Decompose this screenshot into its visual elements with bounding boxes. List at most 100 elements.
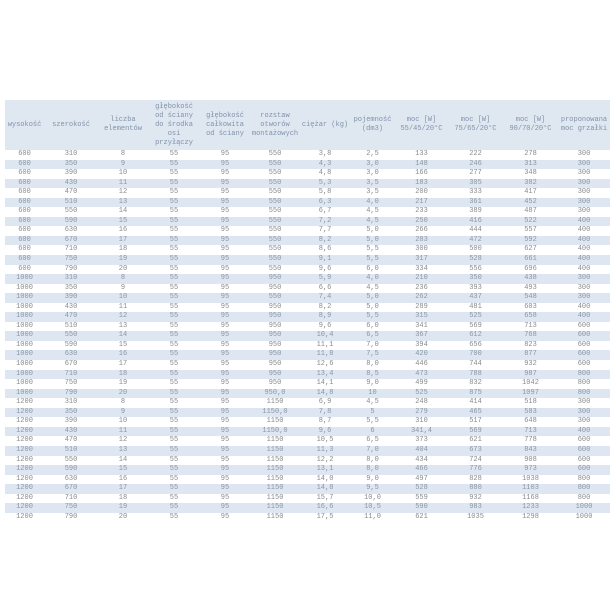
header-element-count: liczba elementów	[98, 100, 148, 150]
table-cell: 55	[169, 360, 179, 369]
table-cell: 600	[5, 216, 44, 227]
table-row: 600 550 14 55 95 550 6,7 4,5 233 389 487 300	[5, 207, 610, 217]
table-cell: 1150	[266, 474, 284, 483]
table-cell: 987	[503, 369, 558, 380]
table-cell: 17	[98, 235, 148, 246]
table-cell: 4,5	[350, 216, 395, 227]
table-cell: 382	[503, 178, 558, 189]
table-cell: 1000	[5, 369, 44, 380]
table-cell: 55	[148, 216, 200, 227]
table-cell: 1000	[5, 388, 44, 399]
table-row: 1000 430 11 55 95 950 8,2 5,0 289 481 603 400	[5, 303, 610, 313]
table-cell: 55	[148, 312, 200, 322]
table-cell: 600	[577, 455, 591, 464]
table-cell: 390	[44, 293, 98, 303]
table-cell: 95	[200, 407, 250, 418]
table-cell: 522	[503, 216, 558, 227]
table-row: 1200 310 8 55 95 1150 6,9 4,5 248 414 518 300	[5, 398, 610, 408]
table-cell: 55	[169, 283, 179, 292]
table-cell: 95	[220, 436, 230, 445]
table-row: 1200 590 15 55 95 1150 13,1 8,0 466 776 973 600	[5, 465, 610, 475]
table-cell: 658	[503, 312, 558, 322]
table-cell: 1150	[266, 436, 284, 445]
table-cell: 300	[558, 178, 610, 189]
table-body: 600 310 8 55 95 550 3,8 2,5 133 222 278 300 600 350 9 5…	[5, 150, 610, 522]
table-cell: 12	[118, 436, 128, 445]
table-cell: 8,7	[318, 417, 332, 426]
table-cell: 1200	[5, 484, 44, 494]
table-cell: 776	[448, 465, 503, 475]
table-cell: 305	[448, 178, 503, 189]
table-cell: 350	[64, 283, 78, 292]
table-cell: 470	[44, 312, 98, 322]
table-cell: 832	[469, 379, 482, 388]
table-cell: 5	[350, 407, 395, 418]
table-cell: 510	[64, 321, 78, 330]
table-cell: 95	[220, 264, 230, 273]
table-cell: 12,6	[316, 360, 334, 369]
table-cell: 9,6	[300, 426, 350, 437]
table-cell: 525	[395, 388, 448, 399]
table-cell: 55	[169, 226, 179, 235]
table-cell: 600	[577, 340, 591, 349]
table-cell: 6	[350, 426, 395, 437]
table-cell: 670	[44, 484, 98, 494]
radiator-spec-table: wysokość szerokość liczba elementów głęb…	[5, 100, 610, 522]
table-cell: 317	[395, 255, 448, 265]
table-cell: 148	[395, 159, 448, 170]
table-cell: 612	[448, 331, 503, 341]
table-cell: 300	[577, 283, 591, 292]
table-cell: 1298	[522, 512, 539, 521]
table-cell: 473	[395, 369, 448, 380]
table-cell: 11	[118, 302, 128, 311]
table-cell: 10	[118, 169, 128, 178]
table-cell: 95	[220, 188, 230, 197]
table-cell: 95	[200, 312, 250, 322]
table-cell: 557	[524, 226, 537, 235]
table-cell: 950	[268, 321, 282, 330]
header-total-depth: głębokość całkowita od ściany	[200, 100, 250, 150]
table-cell: 279	[395, 407, 448, 418]
table-cell: 497	[415, 474, 428, 483]
table-cell: 300	[577, 188, 591, 197]
table-cell: 550	[268, 226, 282, 235]
table-cell: 55	[148, 274, 200, 284]
table-cell: 750	[44, 503, 98, 513]
table-cell: 932	[524, 360, 537, 369]
table-cell: 10	[98, 293, 148, 303]
table-cell: 517	[469, 417, 482, 426]
table-cell: 6,9	[318, 398, 332, 407]
table-cell: 790	[64, 512, 78, 521]
table-cell: 5,5	[366, 417, 379, 426]
table-cell: 600	[5, 197, 44, 208]
table-cell: 9,6	[318, 321, 332, 330]
table-cell: 55	[169, 302, 179, 311]
table-cell: 95	[200, 388, 250, 399]
table-cell: 11,1	[316, 340, 334, 349]
table-cell: 470	[64, 188, 78, 197]
table-cell: 200	[415, 188, 428, 197]
table-cell: 1168	[522, 493, 539, 502]
table-cell: 55	[148, 445, 200, 456]
table-cell: 1150	[250, 503, 300, 513]
header-height: wysokość	[5, 100, 44, 150]
table-cell: 95	[200, 255, 250, 265]
table-cell: 95	[220, 302, 230, 311]
table-cell: 550	[268, 207, 282, 216]
table-cell: 262	[395, 293, 448, 303]
table-cell: 11,8	[300, 350, 350, 361]
table-cell: 55	[148, 235, 200, 246]
table-cell: 10	[350, 388, 395, 399]
table-cell: 713	[524, 321, 537, 330]
table-cell: 973	[503, 465, 558, 475]
table-cell: 550	[268, 188, 282, 197]
table-cell: 788	[448, 369, 503, 380]
table-cell: 250	[395, 216, 448, 227]
table-cell: 550	[250, 293, 300, 303]
table-cell: 1200	[5, 465, 44, 475]
table-cell: 95	[200, 178, 250, 189]
table-cell: 7,0	[350, 445, 395, 456]
table-cell: 1150,0	[250, 407, 300, 418]
table-cell: 6,0	[366, 264, 379, 273]
table-cell: 15	[118, 340, 128, 349]
